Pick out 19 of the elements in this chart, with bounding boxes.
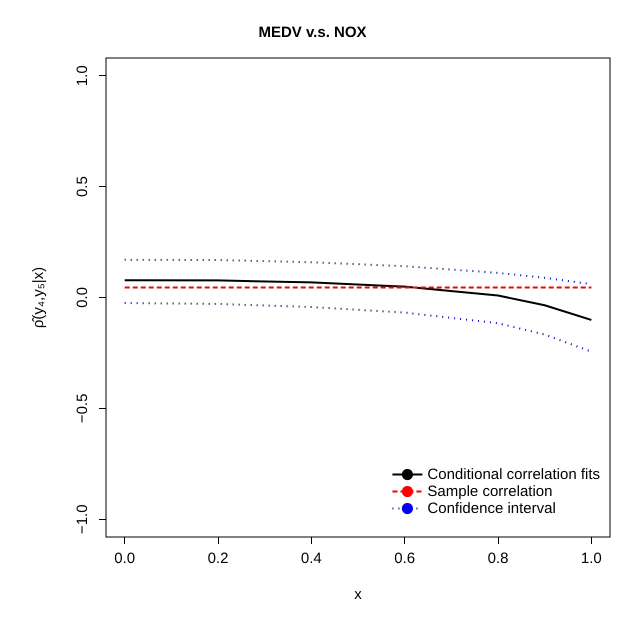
x-tick-label: 0.0 bbox=[114, 550, 136, 567]
y-tick-label: −0.5 bbox=[74, 394, 91, 424]
x-tick-label: 1.0 bbox=[580, 550, 602, 567]
legend-label: Confidence interval bbox=[427, 500, 556, 517]
y-axis-title: ρ̂(y₄,y₅|x) bbox=[30, 266, 47, 328]
x-axis-title: x bbox=[354, 586, 362, 603]
x-tick-label: 0.8 bbox=[488, 550, 508, 567]
legend-label: Sample correlation bbox=[427, 483, 552, 500]
y-tick-label: 0.5 bbox=[74, 176, 91, 198]
legend-label: Conditional correlation fits bbox=[427, 466, 600, 483]
line-series bbox=[124, 279, 592, 321]
chart-title: MEDV v.s. NOX bbox=[258, 24, 367, 41]
line-series bbox=[124, 258, 588, 285]
x-tick-label: 0.4 bbox=[300, 550, 322, 567]
y-tick-label: −1.0 bbox=[74, 504, 91, 534]
x-tick-label: 0.2 bbox=[208, 550, 228, 567]
x-tick-label: 0.6 bbox=[394, 550, 416, 567]
y-tick-label: 1.0 bbox=[74, 65, 91, 86]
y-tick-label: 0.0 bbox=[74, 287, 91, 308]
